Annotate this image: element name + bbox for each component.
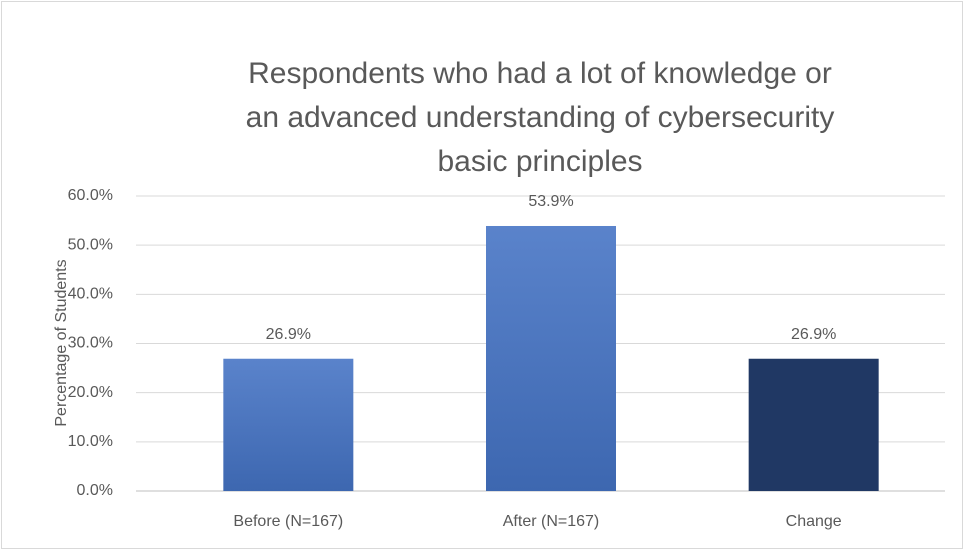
y-tick-label: 60.0%: [68, 187, 113, 204]
data-label: 53.9%: [528, 193, 573, 210]
y-tick-label: 30.0%: [68, 335, 113, 352]
y-tick-label: 0.0%: [77, 482, 113, 499]
y-tick-label: 20.0%: [68, 384, 113, 401]
chart-title: Respondents who had a lot of knowledge o…: [245, 57, 835, 178]
x-tick-label: After (N=167): [503, 513, 599, 530]
y-tick-label: 40.0%: [68, 286, 113, 303]
bar: [748, 358, 879, 491]
y-tick-label: 10.0%: [68, 433, 113, 450]
bar: [486, 225, 616, 491]
y-tick-label: 50.0%: [68, 236, 113, 253]
data-label: 26.9%: [791, 326, 836, 343]
bar: [223, 358, 354, 491]
x-tick-label: Before (N=167): [233, 513, 343, 530]
x-tick-label: Change: [786, 513, 842, 530]
data-label: 26.9%: [266, 326, 311, 343]
y-axis-label: Percentage of Students: [53, 259, 70, 426]
